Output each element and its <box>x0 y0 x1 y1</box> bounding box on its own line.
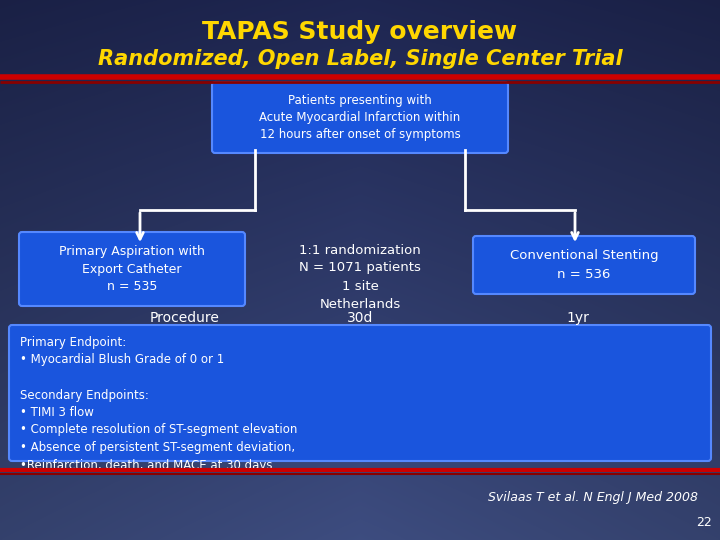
Text: Patients presenting with
Acute Myocardial Infarction within
12 hours after onset: Patients presenting with Acute Myocardia… <box>259 94 461 141</box>
Text: Svilaas T et al. N Engl J Med 2008: Svilaas T et al. N Engl J Med 2008 <box>488 491 698 504</box>
Text: 1:1 randomization
N = 1071 patients
1 site
Netherlands: 1:1 randomization N = 1071 patients 1 si… <box>299 244 421 310</box>
Text: Primary Aspiration with
Export Catheter
n = 535: Primary Aspiration with Export Catheter … <box>59 246 205 293</box>
Text: 30d: 30d <box>347 311 373 325</box>
Text: Primary Endpoint:
• Myocardial Blush Grade of 0 or 1

Secondary Endpoints:
• TIM: Primary Endpoint: • Myocardial Blush Gra… <box>20 336 297 471</box>
FancyBboxPatch shape <box>212 82 508 153</box>
FancyBboxPatch shape <box>473 236 695 294</box>
FancyBboxPatch shape <box>19 232 245 306</box>
Text: 1yr: 1yr <box>567 311 590 325</box>
Text: TAPAS Study overview: TAPAS Study overview <box>202 20 518 44</box>
Text: Procedure: Procedure <box>150 311 220 325</box>
Text: Randomized, Open Label, Single Center Trial: Randomized, Open Label, Single Center Tr… <box>98 49 622 69</box>
Text: Conventional Stenting
n = 536: Conventional Stenting n = 536 <box>510 249 658 280</box>
FancyBboxPatch shape <box>9 325 711 461</box>
Text: 22: 22 <box>696 516 712 529</box>
